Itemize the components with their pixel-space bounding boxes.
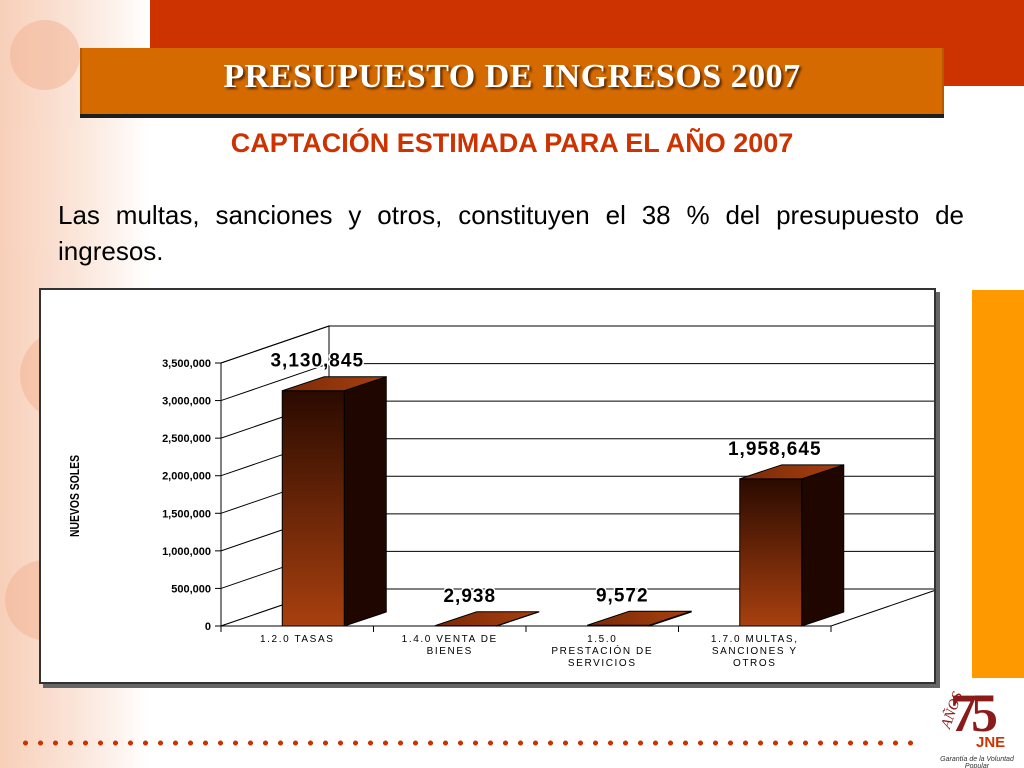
- x-tick-label: SERVICIOS: [568, 658, 637, 669]
- right-orange-strip: [972, 290, 1024, 678]
- x-tick-label: 1.7.0 MULTAS,: [711, 634, 799, 645]
- x-tick-label: BIENES: [427, 646, 473, 657]
- x-tick-label: SANCIONES Y: [712, 646, 798, 657]
- slide-subtitle: CAPTACIÓN ESTIMADA PARA EL AÑO 2007: [230, 128, 794, 158]
- slide-paragraph: Las multas, sanciones y otros, constituy…: [58, 200, 964, 266]
- title-banner: [80, 48, 944, 116]
- gridline-left: [220, 325, 330, 364]
- data-label: 9,572: [596, 585, 649, 606]
- logo-brand: JNE: [976, 734, 1006, 751]
- bar-chart: 0 500,000 1,000,000 1,500,000 2,000,000 2,500…: [68, 325, 934, 669]
- x-tick-label: OTROS: [733, 658, 777, 669]
- data-label: 2,938: [443, 586, 496, 607]
- y-tick-label: 500,000: [171, 583, 211, 595]
- logo-number: 75: [950, 683, 998, 743]
- bar-side: [801, 464, 845, 627]
- x-tick-label: 1.4.0 VENTA DE: [402, 634, 498, 645]
- y-tick-label: 0: [205, 621, 211, 633]
- logo-tagline: Garantía de la Voluntad Popular: [940, 756, 1014, 768]
- y-axis-label: NUEVOS SOLES: [68, 455, 82, 537]
- top-red-bar: [150, 0, 1024, 48]
- title-banner-shadow: [80, 114, 944, 118]
- x-tick-label: 1.2.0 TASAS: [260, 634, 335, 645]
- bar-top: [739, 464, 844, 480]
- bar: [739, 478, 803, 627]
- slide-title: PRESUPUESTO DE INGRESOS 2007: [223, 58, 801, 95]
- y-tick-label: 2,000,000: [162, 471, 211, 483]
- bar: [281, 390, 345, 627]
- right-red-strip: [944, 48, 1024, 86]
- x-tick-label: 1.5.0: [587, 634, 617, 645]
- bar-top: [434, 611, 539, 627]
- data-label: 1,958,645: [728, 439, 822, 460]
- y-tick-label: 3,500,000: [162, 358, 211, 370]
- y-tick-label: 1,000,000: [162, 546, 211, 558]
- bar-top: [282, 376, 387, 392]
- y-tick-label: 2,500,000: [162, 433, 211, 445]
- y-tick-label: 3,000,000: [162, 396, 211, 408]
- y-tick-label: 1,500,000: [162, 508, 211, 520]
- data-label: 3,130,845: [270, 351, 364, 372]
- x-tick-label: PRESTACIÓN DE: [551, 644, 653, 657]
- deco-emblem: [10, 20, 80, 90]
- gridline-left: [220, 363, 330, 402]
- bar-top: [587, 610, 692, 626]
- chart-frame: 0 500,000 1,000,000 1,500,000 2,000,000 2,500…: [39, 288, 936, 684]
- jne-75-logo: 75 AÑOS JNE Garantía de la Voluntad Popu…: [930, 682, 1024, 768]
- dotted-footer-line: [18, 740, 918, 746]
- bar-side: [343, 376, 387, 627]
